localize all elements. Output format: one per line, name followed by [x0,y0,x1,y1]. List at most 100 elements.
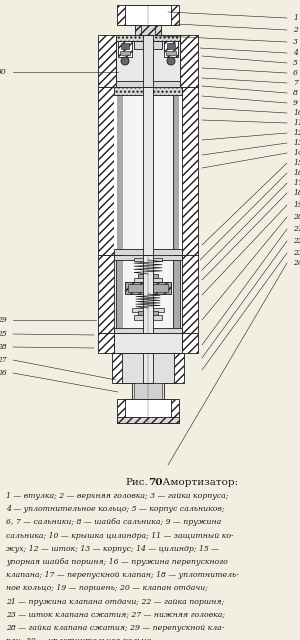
Text: 3: 3 [293,38,298,46]
Bar [117,399,179,423]
Bar [132,383,164,399]
Bar [134,315,162,320]
Circle shape [121,57,129,65]
Bar [143,353,153,383]
Bar [132,308,164,312]
Bar [167,43,175,49]
Text: 2: 2 [293,26,298,34]
Text: упорная шайба поршня; 16 — пружина перепускного: упорная шайба поршня; 16 — пружина переп… [6,558,228,566]
Bar [114,87,117,255]
Bar [180,35,198,87]
Text: 23 — шток клапана сжатия; 27 — нижняя головка;: 23 — шток клапана сжатия; 27 — нижняя го… [6,611,225,619]
Text: 4: 4 [293,49,298,57]
Bar [143,255,153,333]
Text: 16: 16 [293,169,300,177]
Bar [134,41,162,49]
Bar [125,5,171,25]
Bar [114,87,182,95]
Bar [120,51,130,55]
Bar [138,311,158,315]
Bar [117,417,179,423]
Text: 1 — втулка; 2 — верхняя головка; 3 — гайка корпуса;: 1 — втулка; 2 — верхняя головка; 3 — гай… [6,492,228,500]
Bar [116,35,180,41]
Text: 5: 5 [293,59,298,67]
Text: 12: 12 [293,129,300,137]
Bar [173,255,180,333]
Text: 28: 28 [0,343,7,351]
Text: 21: 21 [293,225,300,233]
Bar [134,278,162,282]
Bar [116,81,180,87]
Text: 70: 70 [148,478,163,487]
Text: 28 — гайка клапана сжатия; 29 — перепускной кла-: 28 — гайка клапана сжатия; 29 — перепуск… [6,624,224,632]
Bar [114,328,182,333]
Text: 15: 15 [293,159,300,167]
Text: 6: 6 [293,69,298,77]
Bar [166,51,176,55]
Bar [114,255,182,260]
Bar [116,35,180,87]
Text: 9: 9 [293,99,298,107]
Bar [182,255,198,333]
Bar [116,87,123,255]
Bar [114,249,182,255]
Bar [117,5,179,25]
Text: 20: 20 [293,213,300,221]
Text: Рис.: Рис. [125,478,148,487]
Text: 1: 1 [293,14,298,22]
Bar [98,35,116,87]
Bar [98,255,114,333]
Text: 21 — пружина клапана отдачи; 22 — гайка поршня;: 21 — пружина клапана отдачи; 22 — гайка … [6,598,224,605]
Text: 25: 25 [0,330,7,338]
Text: 4 — уплотнительное кольцо; 5 — корпус сальников;: 4 — уплотнительное кольцо; 5 — корпус са… [6,505,224,513]
Bar [98,87,114,255]
Text: 27: 27 [0,356,7,364]
Text: 26: 26 [0,369,7,377]
Text: 19: 19 [293,201,300,209]
Bar [121,43,129,49]
Bar [116,255,123,333]
Text: 22: 22 [293,237,300,245]
Bar [143,87,153,255]
Text: 23: 23 [293,249,300,257]
Bar [98,333,114,353]
Text: 14: 14 [293,149,300,157]
Bar [182,87,198,255]
Text: 29: 29 [0,316,7,324]
Bar [164,41,178,57]
Bar [125,399,171,423]
Bar [118,41,132,57]
Text: 24: 24 [293,259,300,267]
Bar [179,87,182,255]
Bar [134,383,162,399]
Bar [134,258,162,261]
Text: ное кольцо; 19 — поршень; 20 — клапан отдачи;: ное кольцо; 19 — поршень; 20 — клапан от… [6,584,208,593]
Text: 18: 18 [293,189,300,197]
Text: 10: 10 [293,109,300,117]
Bar [125,282,171,294]
Bar [173,87,180,255]
Text: сальника; 10 — крышка цилиндра; 11 — защитный ко-: сальника; 10 — крышка цилиндра; 11 — защ… [6,532,234,540]
Text: 30: 30 [0,68,7,76]
Bar [123,87,173,255]
Text: 7: 7 [293,79,298,87]
Bar [114,333,182,353]
Bar [138,274,158,279]
Bar [135,25,161,35]
Text: клапана; 17 — перепускной клапан; 18 — уплотнитель-: клапана; 17 — перепускной клапан; 18 — у… [6,572,239,579]
Text: 13: 13 [293,139,300,147]
Bar [112,353,184,383]
Text: жух; 12 — шток; 13 — корпус; 14 — цилиндр; 15 —: жух; 12 — шток; 13 — корпус; 14 — цилинд… [6,545,219,553]
Bar [128,284,168,292]
Text: 11: 11 [293,119,300,127]
Bar [122,353,174,383]
Text: пан; 30 — уплотнительное кольцо: пан; 30 — уплотнительное кольцо [6,637,151,640]
Text: 6, 7 — сальники; 8 — шайба сальника; 9 — пружина: 6, 7 — сальники; 8 — шайба сальника; 9 —… [6,518,221,526]
Bar [143,35,153,87]
Bar [123,255,173,333]
Circle shape [167,57,175,65]
Text: . Амортизатор:: . Амортизатор: [156,478,238,487]
Text: 8: 8 [293,89,298,97]
Bar [182,333,198,353]
Text: 17: 17 [293,179,300,187]
